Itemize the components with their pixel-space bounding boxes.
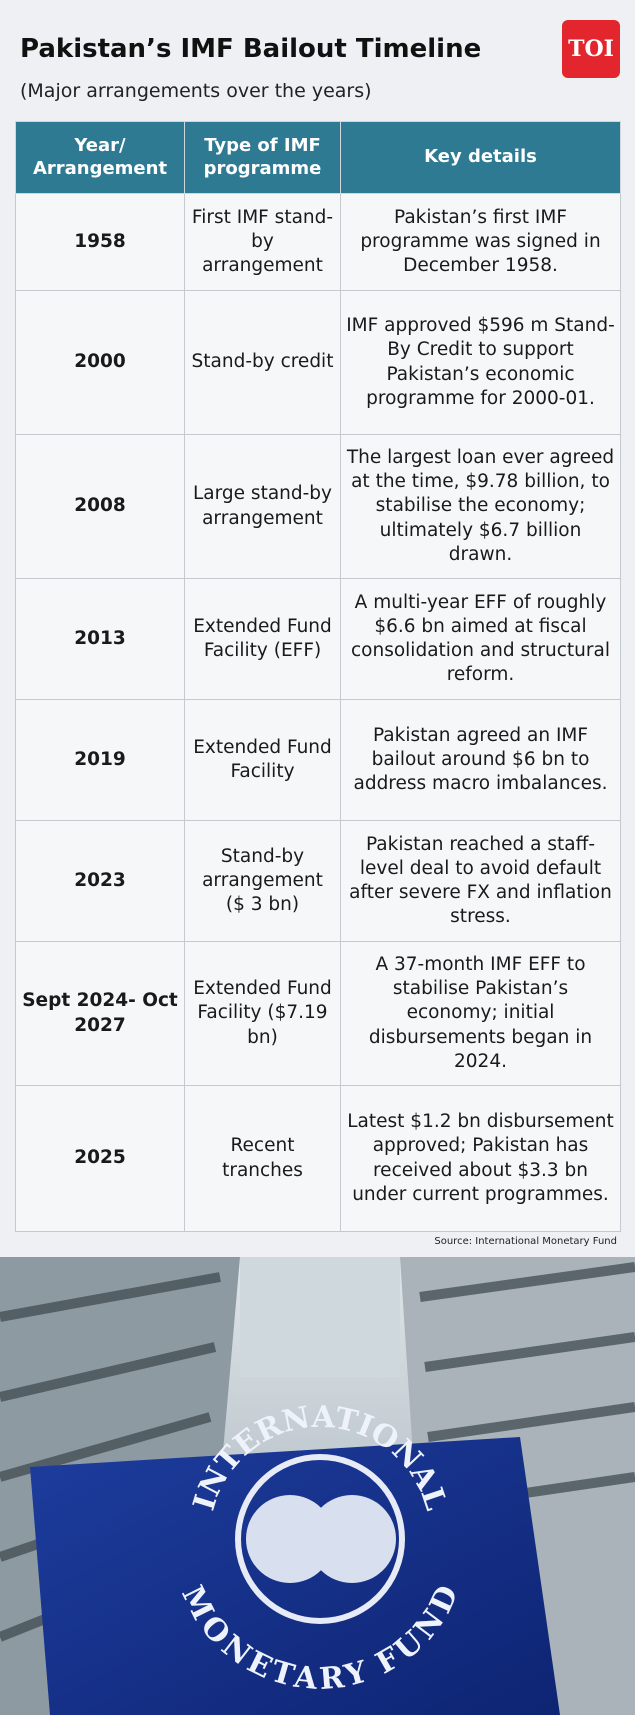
table-row: 2025 Recent tranches Latest $1.2 bn disbur… [15,1085,621,1232]
table-row: 2008 Large stand-by arrangement The larges… [15,434,621,579]
table-row: 2000 Stand-by credit IMF approved $596 m S… [15,290,621,435]
type-cell: Stand-by credit [184,290,341,435]
year-cell: 2013 [15,578,185,700]
type-cell: Extended Fund Facility [184,699,341,821]
type-cell: Large stand-by arrangement [184,434,341,579]
brand-logo: TOI [562,20,620,78]
details-cell: Latest $1.2 bn disbursement approved; Pa… [340,1085,621,1232]
year-cell: 2000 [15,290,185,435]
year-cell: 2023 [15,820,185,942]
type-cell: Recent tranches [184,1085,341,1232]
table-row: Sept 2024- Oct 2027 Extended Fund Facilit… [15,941,621,1086]
table-body: 1958 First IMF stand-by arrangement Pakist… [15,193,621,1232]
details-cell: A 37-month IMF EFF to stabilise Pakistan… [340,941,621,1086]
column-header: Key details [340,121,621,194]
table-row: 2013 Extended Fund Facility (EFF) A multi-… [15,578,621,700]
type-cell: First IMF stand-by arrangement [184,193,341,291]
photo: INTERNATIONAL MONETARY FUND [0,1257,635,1715]
header-row: Year/ Arrangement Type of IMF programme Ke… [15,121,621,194]
subtitle: (Major arrangements over the years) [20,80,372,102]
table-row: 1958 First IMF stand-by arrangement Pakist… [15,193,621,291]
year-cell: 1958 [15,193,185,291]
column-header: Year/ Arrangement [15,121,185,194]
type-cell: Extended Fund Facility ($7.19 bn) [184,941,341,1086]
details-cell: A multi-year EFF of roughly $6.6 bn aime… [340,578,621,700]
title: Pakistan’s IMF Bailout Timeline [20,34,482,64]
year-cell: 2008 [15,434,185,579]
year-cell: 2025 [15,1085,185,1232]
details-cell: IMF approved $596 m Stand-By Credit to s… [340,290,621,435]
type-cell: Stand-by arrangement ($ 3 bn) [184,820,341,942]
year-cell: 2019 [15,699,185,821]
details-cell: Pakistan’s first IMF programme was signe… [340,193,621,291]
source-note: Source: International Monetary Fund [434,1236,617,1247]
column-header: Type of IMF programme [184,121,341,194]
details-cell: The largest loan ever agreed at the time… [340,434,621,579]
type-cell: Extended Fund Facility (EFF) [184,578,341,700]
details-cell: Pakistan agreed an IMF bailout around $6… [340,699,621,821]
timeline-table: Year/ Arrangement Type of IMF programme Ke… [15,121,621,1232]
table-row: 2019 Extended Fund Facility Pakistan agree… [15,699,621,821]
year-cell: Sept 2024- Oct 2027 [15,941,185,1086]
details-cell: Pakistan reached a staff-level deal to a… [340,820,621,942]
table-row: 2023 Stand-by arrangement ($ 3 bn) Pakista… [15,820,621,942]
